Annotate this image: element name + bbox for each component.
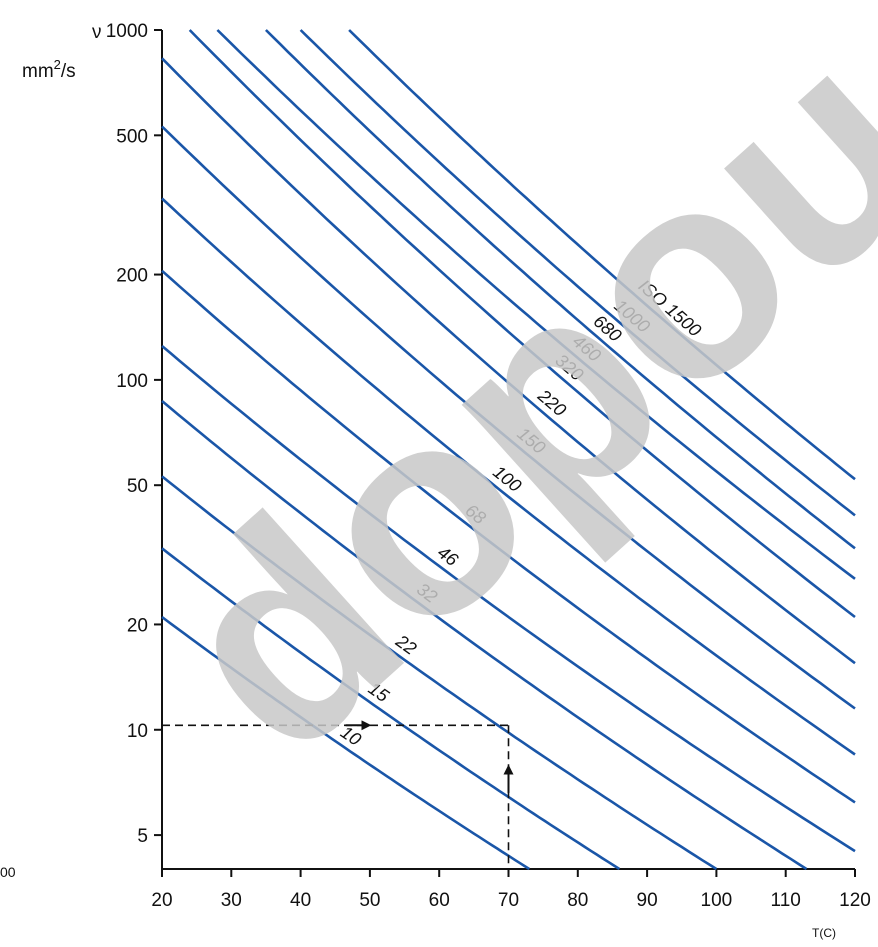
- viscosity-curve: [299, 29, 856, 517]
- viscosity-curve: [161, 475, 718, 871]
- x-axis-title: T(C): [812, 926, 836, 940]
- viscosity-curve: [161, 615, 530, 871]
- x-tick-label: 80: [567, 890, 588, 911]
- x-tick-label: 100: [701, 890, 733, 911]
- x-axis-ticks: 20 30 40 50 60 70 80 90 100 110 120: [151, 869, 871, 911]
- x-tick-label: 90: [637, 890, 658, 911]
- x-tick-label: 110: [771, 890, 801, 911]
- y-axis-title: ν mm2/s: [22, 22, 102, 82]
- y-axis-symbol: ν: [92, 22, 102, 43]
- viscosity-curve: [161, 345, 856, 853]
- viscosity-curve: [216, 29, 856, 580]
- left-edge-fragment: 00: [0, 864, 16, 880]
- x-tick-label: 30: [221, 890, 242, 911]
- x-tick-label: 50: [359, 890, 380, 911]
- y-tick-label: 1000: [106, 21, 148, 42]
- y-tick-label: 50: [127, 476, 148, 497]
- viscosity-curve: [161, 197, 856, 756]
- x-tick-label: 120: [839, 890, 871, 911]
- x-tick-label: 70: [498, 890, 519, 911]
- y-tick-label: 20: [127, 615, 148, 636]
- viscosity-curve: [161, 547, 621, 871]
- y-axis-unit-tail: /s: [61, 61, 76, 82]
- viscosity-curve: [161, 400, 808, 871]
- x-tick-label: 60: [429, 890, 450, 911]
- viscosity-curve: [348, 29, 856, 481]
- y-tick-label: 200: [116, 266, 148, 287]
- x-tick-label: 20: [151, 890, 172, 911]
- example-reading-path: [162, 720, 514, 869]
- viscosity-curves: [161, 29, 856, 871]
- viscosity-curve: [161, 125, 856, 710]
- y-axis-unit: mm2/s: [22, 57, 76, 82]
- viscosity-curve: [161, 269, 856, 804]
- y-tick-label: 5: [137, 826, 148, 847]
- y-axis-unit-superscript: 2: [54, 57, 61, 72]
- y-tick-label: 10: [127, 721, 148, 742]
- viscosity-curve: [188, 29, 856, 619]
- y-tick-label: 500: [116, 126, 148, 147]
- viscosity-curve: [161, 57, 856, 665]
- viscosity-curve: [264, 29, 856, 550]
- y-axis-ticks: 5 10 20 50 100 200 500 1000: [106, 21, 162, 847]
- x-tick-label: 40: [290, 890, 311, 911]
- y-axis-unit-base: mm: [22, 61, 54, 82]
- y-tick-label: 100: [116, 371, 148, 392]
